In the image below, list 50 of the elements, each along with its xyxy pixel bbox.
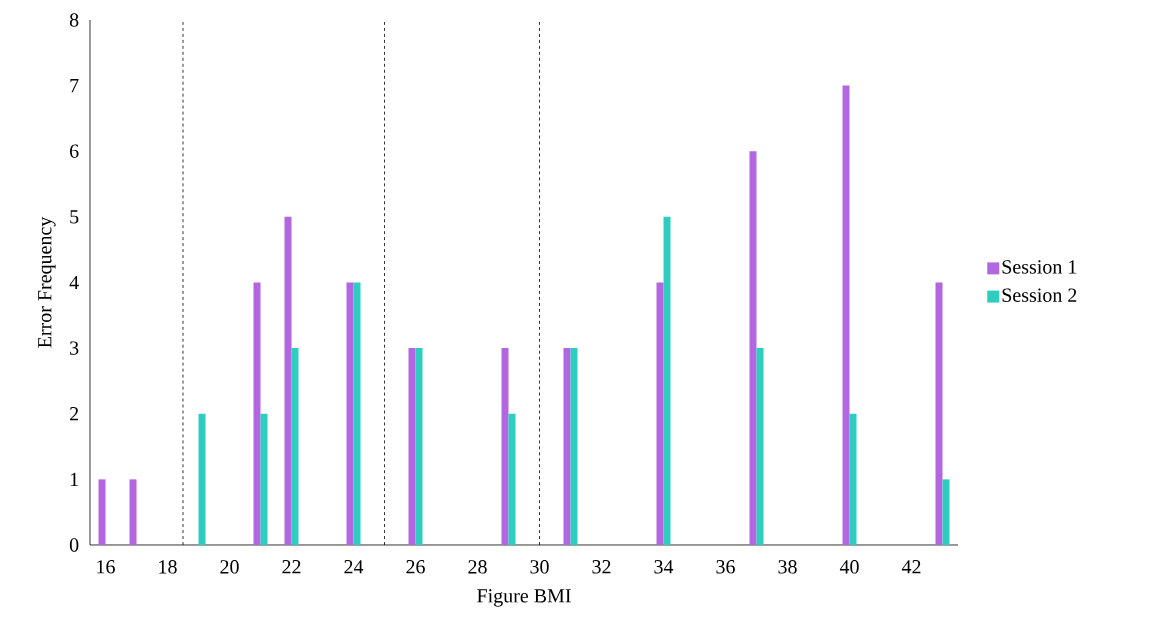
y-axis-title: Error Frequency [38, 216, 56, 348]
x-tick-label: 40 [839, 560, 859, 574]
y-tick-label: 8 [69, 13, 79, 27]
y-tick-label: 2 [70, 407, 79, 421]
x-tick-label: 30 [530, 560, 549, 574]
bar [408, 348, 416, 545]
bar [501, 348, 509, 545]
bar [98, 479, 106, 545]
x-tick-label: 22 [282, 560, 301, 574]
x-tick-label: 34 [654, 560, 674, 574]
y-tick-label: 4 [69, 275, 79, 290]
bar [749, 151, 757, 545]
bar [260, 413, 268, 545]
y-tick-label: 0 [69, 538, 79, 552]
bar [415, 348, 423, 545]
x-tick-label: 26 [406, 560, 425, 574]
y-tick-label: 1 [70, 472, 78, 486]
bar [353, 282, 361, 545]
x-tick-label: 16 [97, 560, 115, 574]
y-tick-label: 7 [70, 79, 79, 93]
bar [570, 348, 578, 545]
x-axis-title: Figure BMI [477, 589, 571, 607]
bar [663, 216, 671, 545]
x-tick-label: 42 [901, 560, 921, 574]
bar [563, 348, 571, 545]
bar [129, 479, 137, 545]
legend-label: Session 1 [1002, 260, 1077, 274]
bar [849, 413, 857, 545]
x-tick-label: 20 [220, 560, 239, 574]
x-tick-label: 32 [592, 560, 611, 574]
bar [198, 413, 206, 545]
bar [346, 282, 354, 545]
y-tick-label: 6 [70, 144, 79, 158]
x-tick-label: 36 [716, 560, 735, 574]
x-tick-label: 18 [159, 560, 177, 574]
bar [756, 348, 764, 545]
bar [291, 348, 299, 545]
x-tick-label: 38 [778, 560, 797, 574]
bar [253, 282, 261, 545]
bar [842, 85, 850, 545]
y-tick-label: 3 [70, 341, 79, 355]
y-tick-label: 5 [70, 210, 79, 224]
bar [284, 216, 292, 545]
x-tick-label: 28 [468, 560, 487, 574]
bar [942, 479, 950, 545]
legend-label: Session 2 [1002, 288, 1077, 302]
bar [935, 282, 943, 545]
bar [508, 413, 516, 545]
x-tick-label: 24 [344, 560, 364, 574]
bar [656, 282, 664, 545]
